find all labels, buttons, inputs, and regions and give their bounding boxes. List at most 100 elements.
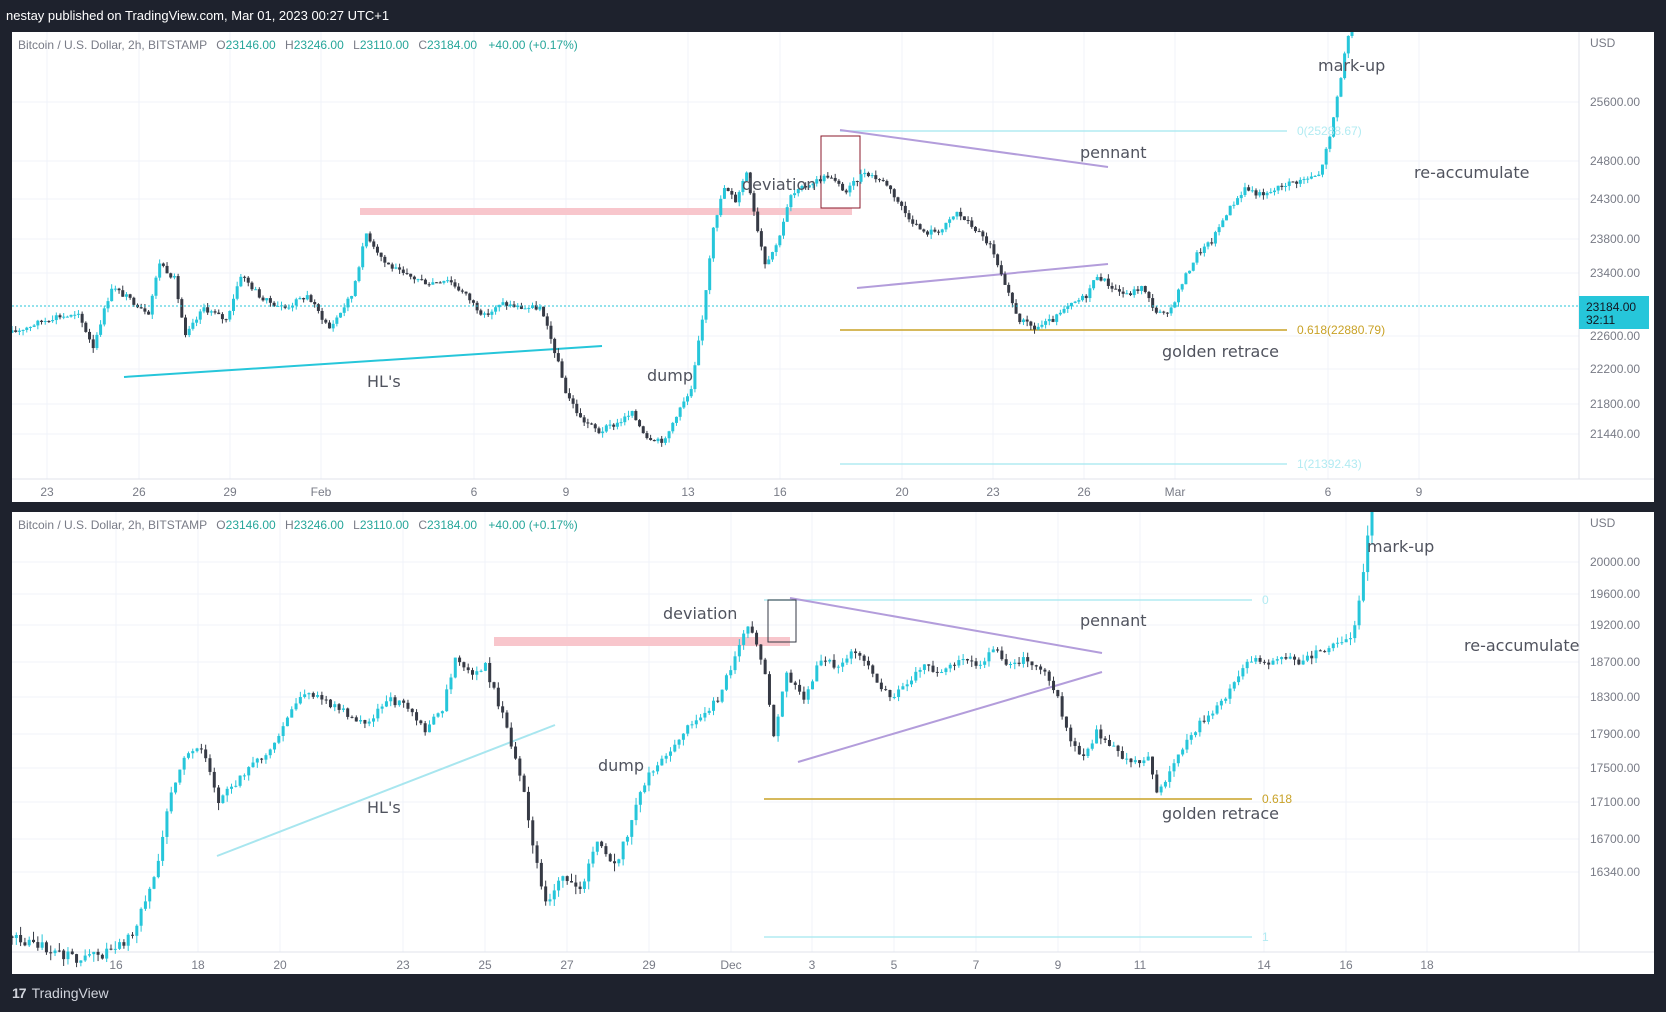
candle-body [530,305,534,308]
x-tick-label: 5 [891,958,898,972]
candle-body [571,398,575,404]
candle-body [715,215,719,228]
candle-body [978,664,982,666]
candle-body [139,307,143,309]
candle-body [212,771,216,788]
candle-body [970,220,974,227]
candle-body [733,656,737,671]
candle-body [501,302,505,305]
candle-body [1297,659,1301,665]
candle-body [261,297,265,301]
candle-body [449,677,453,690]
candle-body [833,177,837,181]
candle-body [100,954,104,959]
candle-body [350,295,354,299]
candle-body [1339,78,1343,97]
candle-body [1058,312,1062,315]
candle-body [17,330,21,332]
candle-body [290,709,294,718]
y-tick-label: 22200.00 [1590,362,1640,376]
candle-body [1221,220,1225,228]
fib-one-label: 1 [1262,930,1269,944]
candle-body [1302,179,1306,181]
candle-body [229,786,233,789]
candle-body [966,220,970,222]
candle-body [257,289,261,298]
candle-body [124,294,128,297]
candle-body [1188,270,1192,274]
candle-body [346,708,350,717]
candle-body [677,739,681,745]
candle-body [251,762,255,768]
candle-body [1047,319,1051,322]
candle-body [1168,771,1172,782]
candle-body [324,699,328,701]
candle-body [1033,325,1037,330]
chart-svg-bottom[interactable]: deviation pennant mark-up re-accumulate … [12,512,1654,974]
candle-body [375,246,379,253]
candle-body [948,219,952,223]
candle-body [630,820,634,837]
candle-body [1357,600,1361,626]
currency-label: USD [1590,516,1616,530]
candle-body [1133,760,1137,763]
candle-body [593,424,597,429]
candle-body [152,877,156,889]
candle-body [937,231,941,233]
candle-body [1206,242,1210,247]
candle-body [283,305,287,308]
candle-body [1305,655,1309,661]
candle-body [509,727,513,747]
candle-body [161,836,165,861]
candle-body [468,293,472,301]
candle-body [549,325,553,339]
legend-high: 23246.00 [293,38,344,52]
candle-body [1353,625,1357,639]
candle-body [1215,705,1219,714]
candle-body [877,179,881,181]
candle-body [1306,178,1310,180]
candle-body [32,325,36,327]
x-tick-label: 23 [396,958,410,972]
candle-body [483,662,487,671]
legend-symbol: Bitcoin / U.S. Dollar, 2h, BITSTAMP [18,518,207,532]
candle-body [612,424,616,427]
candle-body [793,193,797,196]
candle-body [1262,661,1266,663]
candle-body [272,302,276,307]
candle-body [416,279,420,281]
candle-body [664,755,668,759]
chart-panel-top[interactable]: deviation pennant mark-up re-accumulate … [12,32,1654,502]
candle-body [268,298,272,303]
candle-body [561,876,565,881]
candle-body [601,431,605,434]
candle-body [135,925,139,936]
candle-body [176,276,180,300]
candle-body [796,189,800,194]
candle-body [1026,657,1030,662]
candle-body [897,689,901,698]
candle-body [1004,659,1008,665]
candle-body [324,319,328,323]
chart-svg-top[interactable]: deviation pennant mark-up re-accumulate … [12,32,1654,502]
candle-body [172,276,176,278]
candle-body [191,322,195,329]
candle-body [341,708,345,710]
candle-body [896,197,900,202]
candle-body [294,299,298,306]
candle-body [486,313,490,315]
candle-body [711,227,715,259]
candle-body [918,669,922,672]
candle-body [209,311,213,313]
candle-body [339,312,343,318]
x-tick-label: Feb [311,485,332,499]
y-tick-label: 25600.00 [1590,95,1640,109]
candle-body [1293,656,1297,660]
legend-low: 23110.00 [359,518,409,532]
candle-body [87,954,91,956]
candle-body [1121,291,1125,294]
chart-panel-bottom[interactable]: deviation pennant mark-up re-accumulate … [12,512,1654,974]
candle-body [911,219,915,224]
candle-body [712,700,716,711]
candle-body [1232,682,1236,689]
